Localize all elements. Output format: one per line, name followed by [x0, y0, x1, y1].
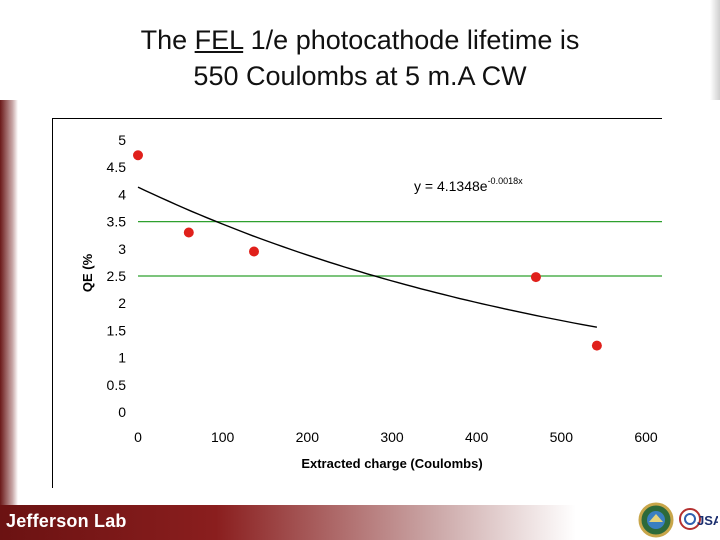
- y-tick-label: 3.5: [107, 214, 127, 230]
- x-tick-label: 600: [634, 429, 658, 445]
- x-tick-label: 500: [550, 429, 574, 445]
- y-tick-label: 0: [118, 404, 126, 420]
- data-point-0: [133, 150, 143, 161]
- y-tick-label: 1: [118, 350, 126, 366]
- x-tick-label: 400: [465, 429, 489, 445]
- y-tick-label: 2.5: [107, 268, 127, 284]
- y-tick-label: 4.5: [107, 159, 127, 175]
- title-prefix: The: [140, 25, 195, 55]
- data-point-2: [248, 246, 259, 257]
- title-line-1: The FEL 1/e photocathode lifetime is: [0, 22, 720, 58]
- data-point-3: [530, 272, 541, 283]
- slide-title: The FEL 1/e photocathode lifetime is 550…: [0, 22, 720, 94]
- title-line-2: 550 Coulombs at 5 m.A CW: [193, 61, 527, 91]
- data-points: [133, 150, 602, 351]
- y-tick-label: 5: [118, 132, 126, 148]
- left-decorative-gradient: [0, 100, 18, 530]
- y-axis-label: QE (%: [80, 253, 95, 292]
- jsa-logo-text: JSA: [697, 513, 718, 528]
- x-axis-label: Extracted charge (Coulombs): [301, 456, 482, 471]
- jsa-logo-icon: JSA: [679, 508, 718, 530]
- trendline: [137, 186, 598, 328]
- x-tick-label: 0: [134, 429, 142, 445]
- equation-exponent: -0.0018x: [488, 176, 524, 186]
- doe-seal-icon: [638, 502, 674, 538]
- x-tick-label: 100: [211, 429, 235, 445]
- footer-bar: [0, 505, 720, 540]
- y-tick-label: 4: [118, 186, 126, 202]
- y-tick-label: 2: [118, 295, 126, 311]
- chart-area: 0 0.5 1 1.5 2 2.5 3 3.5 4 4.5 5 0 100 200 300 400 500 60…: [52, 118, 662, 488]
- data-point-1: [183, 227, 194, 238]
- y-tick-label: 0.5: [107, 377, 127, 393]
- data-point-4: [591, 340, 602, 351]
- trendline-equation: y = 4.1348e-0.0018x: [414, 176, 523, 194]
- right-decorative-strip: [710, 0, 720, 100]
- title-rest: 1/e photocathode lifetime is: [243, 25, 580, 55]
- chart-plot-border: [52, 118, 662, 488]
- y-tick-labels: 0 0.5 1 1.5 2 2.5 3 3.5 4 4.5 5: [107, 132, 127, 420]
- y-tick-label: 1.5: [107, 322, 127, 338]
- title-underlined-word: FEL: [194, 25, 244, 55]
- x-tick-label: 200: [296, 429, 320, 445]
- gridlines: [138, 220, 662, 277]
- x-tick-labels: 0 100 200 300 400 500 600: [134, 429, 658, 445]
- qe-scatter-chart: 0 0.5 1 1.5 2 2.5 3 3.5 4 4.5 5 0 100 200 300 400 500 60…: [52, 118, 662, 488]
- jefferson-lab-logo: Jefferson Lab: [6, 511, 127, 531]
- y-tick-label: 3: [118, 241, 126, 257]
- trendline-group: [137, 186, 598, 328]
- equation-base: y = 4.1348e: [414, 178, 488, 194]
- x-tick-label: 300: [380, 429, 404, 445]
